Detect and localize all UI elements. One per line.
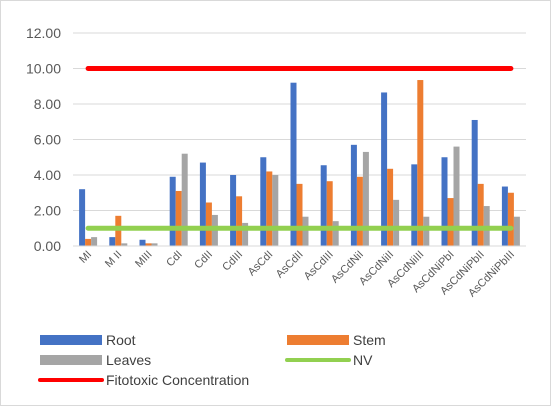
legend-swatch-root	[40, 335, 102, 345]
legend-label-root: Root	[106, 332, 136, 348]
bar-leaves-MIII	[151, 243, 158, 246]
bar-stem-AsCdNiII	[387, 168, 394, 246]
bar-root-CdIII	[230, 175, 237, 246]
bar-leaves-AsCdNiPbI	[453, 146, 460, 246]
bar-root-AsCdNiI	[350, 144, 357, 246]
bar-leaves-AsCdIII	[332, 221, 339, 246]
reference-lines	[85, 66, 514, 231]
bar-leaves-CdIII	[242, 222, 249, 246]
bar-stem-AsCdII	[296, 183, 303, 246]
bar-leaves-AsCdNiI	[362, 151, 369, 246]
bar-leaves-M II	[121, 243, 128, 246]
x-tick-label: CdIII	[220, 249, 245, 274]
bar-stem-AsCdNiI	[356, 176, 363, 246]
legend-label-nv: NV	[353, 352, 373, 368]
bar-root-AsCdNiIII	[411, 164, 418, 246]
y-tick-label: 2.00	[34, 203, 61, 219]
bar-root-AsCdII	[290, 82, 297, 246]
bar-root-AsCdNiPbIII	[501, 186, 508, 246]
bar-stem-CdII	[205, 202, 212, 246]
legend-label-leaves: Leaves	[106, 352, 151, 368]
bar-root-M II	[109, 237, 116, 246]
bar-leaves-MI	[91, 237, 98, 246]
legend-swatch-stem	[287, 335, 349, 345]
legend: Root Stem Leaves NV Fitotoxic Concentration	[38, 332, 386, 388]
y-tick-label: 0.00	[34, 238, 61, 254]
bar-stem-AsCdNiPbII	[477, 183, 484, 246]
x-tick-label: CdII	[192, 249, 215, 272]
bar-root-CdI	[169, 176, 176, 246]
bar-stem-AsCdNiPbI	[447, 198, 454, 246]
bar-stem-M II	[115, 215, 122, 246]
x-tick-label: AsCdII	[274, 249, 306, 281]
bar-leaves-CdI	[181, 153, 188, 246]
bar-root-AsCdNiPbI	[441, 157, 448, 246]
x-tick-label: CdI	[164, 249, 185, 270]
bar-leaves-AsCdII	[302, 216, 309, 246]
y-tick-label: 6.00	[34, 132, 61, 148]
bar-stem-MIII	[145, 243, 152, 246]
bar-stem-AsCdNiPbIII	[507, 192, 514, 246]
y-tick-label: 12.00	[26, 25, 61, 41]
y-axis: 0.00 2.00 4.00 6.00 8.00 10.00 12.00	[26, 25, 61, 254]
bar-root-MI	[79, 189, 86, 246]
legend-label-fitotoxic-concentration: Fitotoxic Concentration	[106, 372, 249, 388]
bars	[79, 80, 520, 247]
bar-root-MIII	[139, 239, 146, 246]
bar-leaves-AsCdI	[272, 175, 279, 246]
y-tick-label: 4.00	[34, 167, 61, 183]
bar-stem-MI	[85, 238, 92, 246]
bar-root-AsCdNiPbII	[471, 119, 478, 246]
bar-stem-CdIII	[236, 196, 243, 246]
x-tick-label: MI	[77, 249, 94, 266]
legend-label-stem: Stem	[353, 332, 386, 348]
x-tick-label: MIII	[133, 249, 154, 270]
bar-root-AsCdIII	[320, 165, 327, 246]
bar-leaves-AsCdNiII	[393, 199, 400, 246]
bar-stem-CdI	[175, 190, 182, 246]
x-axis: MI M II MIII CdI CdII CdIII AsCdIAsCdIIAsCdIII…	[73, 245, 526, 299]
bar-leaves-AsCdNiPbIII	[513, 216, 520, 246]
bar-root-AsCdI	[260, 157, 267, 246]
bar-leaves-AsCdNiIII	[423, 216, 430, 246]
bar-root-CdII	[199, 162, 206, 246]
legend-swatch-leaves	[40, 355, 102, 365]
y-tick-label: 10.00	[26, 61, 61, 77]
x-tick-label: AsCdI	[246, 249, 276, 279]
bar-root-AsCdNiII	[381, 92, 388, 247]
y-tick-label: 8.00	[34, 96, 61, 112]
bar-stem-AsCdNiIII	[417, 80, 424, 246]
bar-stem-AsCdIII	[326, 181, 333, 246]
x-tick-label: M II	[103, 249, 124, 270]
bar-stem-AsCdI	[266, 171, 273, 246]
